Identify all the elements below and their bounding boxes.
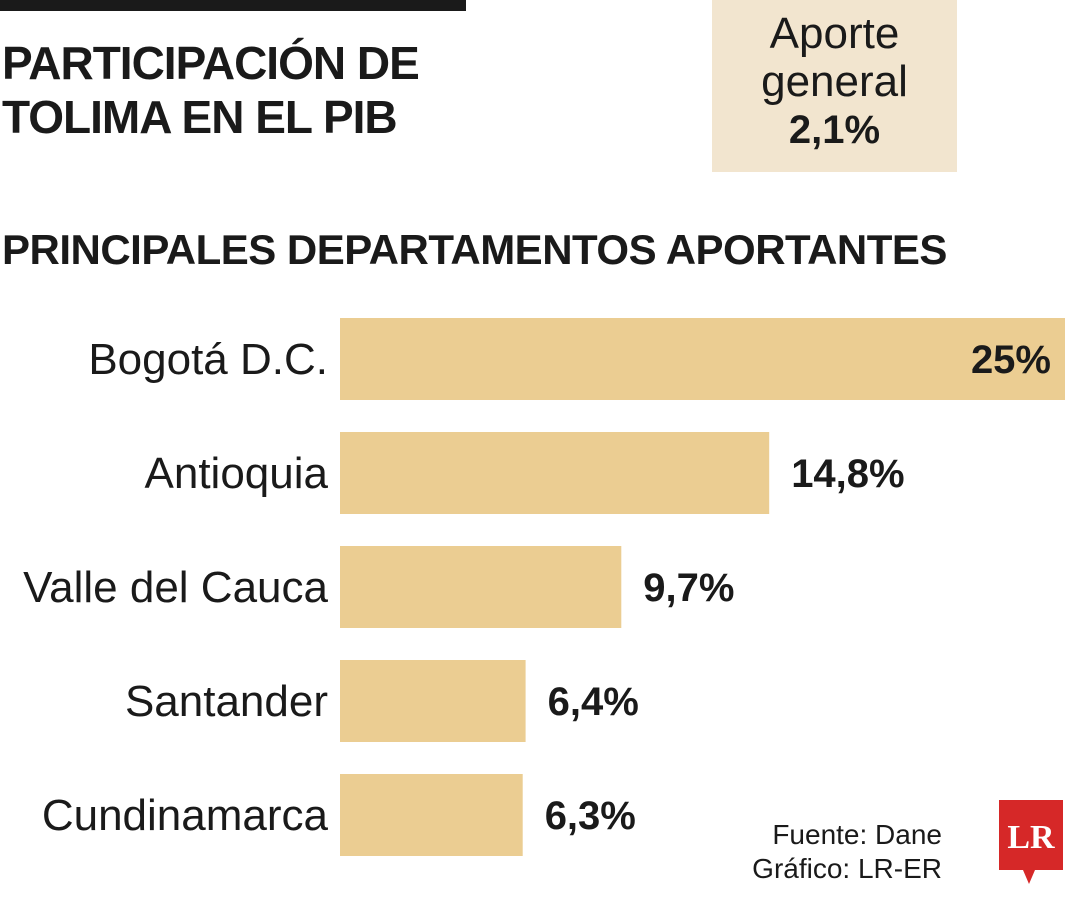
section-title: PRINCIPALES DEPARTAMENTOS APORTANTES <box>2 226 947 273</box>
category-label-2: Antioquia <box>145 449 329 498</box>
category-label-3: Valle del Cauca <box>23 563 328 612</box>
aporte-value: 2,1% <box>788 108 881 152</box>
aporte-label-line-2: general <box>761 57 908 106</box>
lr-logo-badge <box>999 800 1063 884</box>
bar-5 <box>340 774 523 856</box>
bar-1 <box>340 318 1065 400</box>
bar-2 <box>340 432 770 514</box>
bar-3 <box>340 546 622 628</box>
category-label-4: Santander <box>125 677 328 726</box>
graphic-credit-line: Gráfico: LR-ER <box>752 853 942 884</box>
page-title: PARTICIPACIÓN DE TOLIMA EN EL PIB <box>2 36 522 144</box>
title-line-1: PARTICIPACIÓN DE <box>2 37 420 89</box>
aporte-general-box: Aporte general 2,1% <box>712 0 957 172</box>
source-credit: Fuente: Dane Gráfico: LR-ER <box>752 818 942 886</box>
title-line-2: TOLIMA EN EL PIB <box>2 91 398 143</box>
aporte-label-line-1: Aporte <box>769 9 900 58</box>
value-label-1: 25% <box>971 338 1051 382</box>
lr-logo-text: LR <box>1007 819 1055 856</box>
value-label-2: 14,8% <box>791 452 904 496</box>
aporte-label: Aporte general <box>712 10 957 106</box>
value-label-4: 6,4% <box>548 680 639 724</box>
source-line: Fuente: Dane <box>772 819 942 850</box>
bar-4 <box>340 660 526 742</box>
category-label-1: Bogotá D.C. <box>88 335 328 384</box>
value-label-5: 6,3% <box>545 794 636 838</box>
top-rule <box>0 0 466 11</box>
bar-chart: Bogotá D.C. 25% Antioquia 14,8% Valle del Ca… <box>23 318 1065 856</box>
value-label-3: 9,7% <box>643 566 734 610</box>
lr-logo: LR <box>999 800 1063 884</box>
category-label-5: Cundinamarca <box>42 791 329 840</box>
